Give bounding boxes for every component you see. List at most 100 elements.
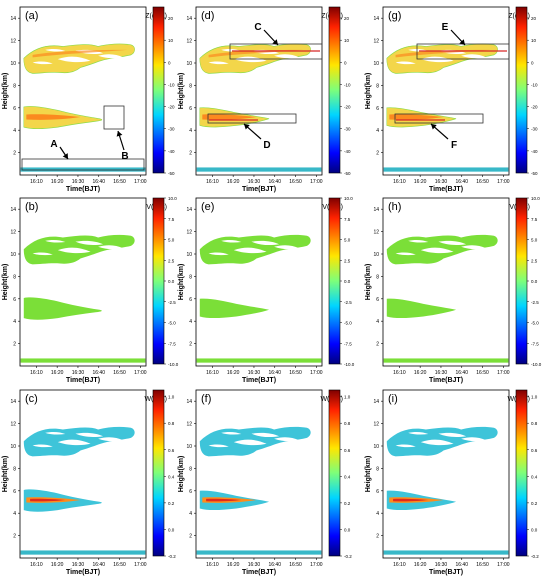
y-axis-label: Height(km)	[365, 456, 372, 493]
colorbar-gradient	[152, 197, 165, 365]
x-tick-label: 16:50	[113, 562, 126, 568]
cloud-gap	[32, 252, 53, 256]
colorbar-tick-label: -30	[344, 127, 351, 132]
cloud-gap	[233, 247, 267, 254]
y-tick-label: 14	[373, 16, 379, 22]
y-axis-label: Height(km)	[365, 73, 372, 110]
colorbar-tick-label: 10.0	[344, 196, 353, 201]
panel-label: (e)	[201, 201, 214, 213]
x-tick-label: 16:40	[455, 179, 468, 185]
y-axis-label: Height(km)	[2, 73, 9, 110]
y-tick-label: 4	[189, 511, 192, 517]
colorbar-tick-label: -10.0	[531, 362, 542, 367]
x-tick-label: 16:50	[113, 370, 126, 376]
panel-label: (f)	[201, 393, 211, 405]
x-tick-label: 16:40	[92, 179, 105, 185]
colorbar-tick-label: 0.6	[168, 448, 175, 453]
y-tick-label: 6	[376, 106, 379, 112]
cloud-gap	[233, 439, 267, 446]
colorbar-tick-label: -5.0	[531, 321, 539, 326]
y-tick-label: 2	[376, 342, 379, 348]
x-tick-label: 16:40	[455, 562, 468, 568]
x-tick-label: 16:50	[289, 370, 302, 376]
x-tick-label: 16:50	[476, 370, 489, 376]
colorbar-gradient	[328, 389, 341, 557]
colorbar-tick-label: 5.0	[168, 238, 175, 243]
colorbar: 1.0 0.8 0.6 0.4 0.2 0.0 -0.2	[515, 389, 539, 559]
colorbar-tick-label: 0.4	[531, 474, 538, 479]
y-tick-label: 4	[13, 511, 16, 517]
x-tick-label: 16:40	[92, 370, 105, 376]
cloud-gap	[395, 252, 416, 256]
x-tick-label: 16:10	[30, 179, 43, 185]
x-axis-label: Time(BJT)	[242, 186, 276, 193]
colorbar-tick-label: 10	[168, 38, 174, 43]
colorbar-tick-label: 2.5	[168, 258, 175, 263]
cloud-gap	[438, 240, 467, 246]
y-tick-label: 14	[186, 16, 192, 22]
annotation-arrow-F-head	[431, 124, 437, 130]
plot-area	[382, 197, 510, 367]
colorbar-tick-label: 0	[168, 60, 171, 65]
annotation-arrow-B-head	[116, 131, 123, 137]
y-tick-label: 8	[13, 466, 16, 472]
y-tick-label: 14	[373, 399, 379, 405]
colorbar-tick-label: 0.0	[531, 279, 538, 284]
y-tick-label: 14	[186, 207, 192, 213]
colorbar-tick-label: 20	[344, 16, 350, 21]
x-tick-label: 16:20	[51, 562, 64, 568]
y-tick-label: 8	[189, 83, 192, 89]
y-tick-label: 4	[189, 128, 192, 134]
y-tick-label: 8	[13, 83, 16, 89]
y-tick-label: 2	[13, 151, 16, 157]
cloud-gap	[420, 247, 454, 254]
y-tick-label: 10	[373, 444, 379, 450]
colorbar-tick-label: -5.0	[168, 321, 176, 326]
colorbar-tick-label: 0.0	[168, 527, 175, 532]
colorbar-tick-label: 10.0	[531, 196, 540, 201]
plot-area	[382, 389, 510, 559]
y-tick-label: 8	[189, 274, 192, 280]
plot-area	[195, 197, 323, 367]
cloud-gap	[274, 54, 300, 59]
x-tick-label: 16:30	[248, 562, 261, 568]
colorbar-tick-label: -10.0	[168, 362, 179, 367]
ground-echo	[383, 358, 509, 363]
y-tick-label: 6	[376, 297, 379, 303]
colorbar-tick-label: -5.0	[344, 321, 352, 326]
annotation-box-F	[394, 113, 484, 124]
x-axis-label: Time(BJT)	[66, 569, 100, 576]
annotation-label-A: A	[50, 139, 57, 150]
panel-i: (i)W(m/s)246810121416:1016:2016:3016:401…	[365, 389, 539, 576]
colorbar-tick-label: -7.5	[531, 341, 539, 346]
y-tick-label: 8	[189, 466, 192, 472]
colorbar-tick-label: 0.6	[344, 448, 351, 453]
x-tick-label: 16:30	[248, 370, 261, 376]
cloud-gap	[251, 432, 280, 438]
lower-cloud-layer	[386, 298, 457, 319]
colorbar-tick-label: -40	[168, 149, 175, 154]
x-tick-label: 16:20	[51, 370, 64, 376]
x-tick-label: 16:20	[414, 370, 427, 376]
colorbar-tick-label: -2.5	[531, 300, 539, 305]
x-tick-label: 16:40	[455, 370, 468, 376]
lower-cloud-hot-core	[206, 498, 242, 502]
cloud-gap	[98, 245, 124, 250]
y-tick-label: 12	[186, 422, 192, 428]
panel-label: (i)	[388, 393, 398, 405]
colorbar-tick-label: -0.2	[168, 554, 176, 559]
colorbar: 1.0 0.8 0.6 0.4 0.2 0.0 -0.2	[328, 389, 352, 559]
annotation-box-B	[103, 105, 125, 130]
lower-cloud-layer	[23, 297, 102, 320]
annotation-label-F: F	[451, 140, 457, 151]
plot-area	[195, 6, 323, 176]
colorbar-tick-label: 0.0	[344, 279, 351, 284]
x-tick-label: 16:20	[51, 179, 64, 185]
colorbar-tick-label: -10	[344, 82, 351, 87]
x-tick-label: 17:00	[497, 562, 510, 568]
colorbar-tick-label: -20	[531, 105, 538, 110]
colorbar-tick-label: 0.2	[344, 501, 351, 506]
y-tick-label: 12	[373, 422, 379, 428]
x-tick-label: 17:00	[134, 370, 147, 376]
lower-cloud-hot-core	[393, 498, 429, 502]
